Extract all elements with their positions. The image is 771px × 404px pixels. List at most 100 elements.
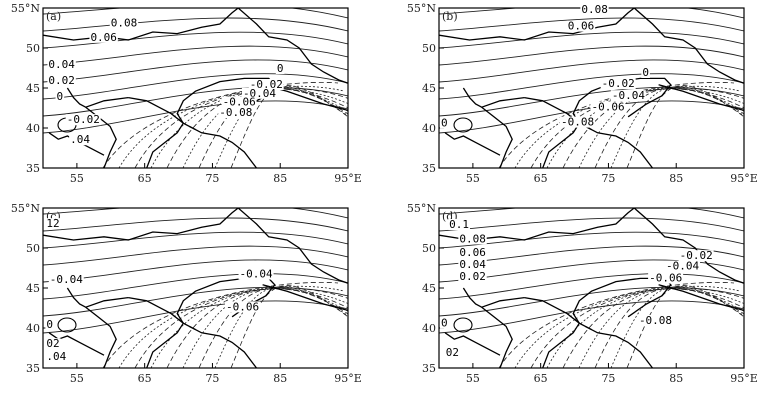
contour-line-negative [102, 282, 339, 368]
country-border [48, 332, 105, 356]
country-border [481, 306, 513, 368]
contour-label-bg [275, 63, 285, 74]
contour-label: 0.06 [90, 31, 117, 44]
x-tick-label: 85 [669, 372, 683, 385]
contour-label: 0.06 [459, 246, 486, 259]
y-tick-label: 35 [26, 162, 40, 175]
x-tick-label: 75 [205, 172, 219, 185]
x-tick-label: 75 [205, 372, 219, 385]
contour-label-bg [610, 90, 646, 102]
contour-label-bg [458, 259, 487, 270]
contour-label: -0.02 [250, 78, 283, 91]
contour-label-bg [637, 315, 673, 326]
panel-4: 55 65 75 85 95°E55°N50454035(d)0.10.080.060.… [407, 202, 758, 385]
y-tick-label: 40 [422, 322, 436, 335]
country-border [176, 277, 276, 331]
contour-line-negative [578, 88, 744, 168]
contour-line-negative [182, 288, 348, 368]
contour-layer [43, 208, 348, 368]
contour-label-bg [648, 272, 684, 284]
x-tick-label: 85 [669, 172, 683, 185]
y-tick-label: 50 [26, 242, 40, 255]
country-border [585, 125, 654, 168]
contour-line-positive [43, 59, 348, 83]
contour-line-negative [530, 287, 744, 368]
country-border [128, 296, 185, 368]
contour-line-negative [150, 88, 348, 168]
y-tick-label: 50 [422, 42, 436, 55]
contour-label-bg [225, 301, 260, 313]
contour-label: 0 [57, 90, 64, 103]
contour-label-bg [440, 317, 449, 329]
contour-line-negative [562, 288, 744, 368]
contour-line-positive [43, 286, 348, 317]
contour-label: 0.1 [449, 218, 469, 231]
contour-line-positive [43, 217, 348, 232]
contour-label-bg [55, 91, 65, 102]
y-tick-label: 50 [422, 242, 436, 255]
contour-label-bg [458, 271, 487, 282]
contour-label-bg [641, 67, 650, 78]
contour-label-bg [241, 87, 277, 99]
contour-label: -0.04 [243, 87, 276, 100]
contour-line-positive [439, 73, 744, 100]
contour-label: 0.08 [581, 3, 608, 16]
y-tick-label: 55°N [11, 202, 40, 215]
contour-line-negative [134, 87, 348, 168]
x-tick-label: 95°E [334, 172, 362, 185]
y-tick-label: 35 [422, 162, 436, 175]
country-border [237, 208, 348, 284]
contour-label: 0 [277, 62, 284, 75]
contour-line-negative [578, 288, 744, 368]
contour-line-negative [498, 82, 735, 168]
country-border [189, 325, 258, 368]
lake-outline [57, 317, 77, 333]
country-border [444, 132, 501, 156]
country-border [585, 325, 654, 368]
contour-label-bg [665, 260, 701, 272]
contour-label: -0.04 [612, 89, 645, 102]
contour-label-bg [238, 268, 274, 280]
y-tick-label: 45 [26, 82, 40, 95]
contour-label-bg [45, 218, 61, 230]
country-border [444, 332, 501, 356]
contour-label: -0.02 [680, 249, 713, 262]
country-border [481, 106, 513, 168]
contour-label-bg [440, 117, 449, 129]
country-border [43, 8, 239, 41]
contour-line-positive [439, 286, 744, 317]
contour-line-negative [166, 288, 348, 368]
x-tick-label: 75 [601, 172, 615, 185]
country-border [43, 208, 239, 241]
contour-label-bg [47, 59, 76, 70]
x-tick-label: 55 [466, 372, 480, 385]
contour-label-bg [45, 351, 68, 362]
contour-label: 0.08 [111, 16, 137, 29]
country-border [572, 277, 672, 331]
contour-line-positive [439, 273, 744, 300]
contour-label-bg [48, 274, 84, 286]
contour-line-negative [230, 285, 348, 368]
contour-label-bg [65, 114, 101, 126]
contour-label: 0.08 [459, 232, 486, 245]
contour-line-negative [498, 282, 735, 368]
contour-line-negative [514, 285, 741, 368]
contour-line-negative [626, 85, 744, 168]
country-border [633, 208, 744, 284]
y-tick-label: 55°N [11, 2, 40, 15]
contour-line-positive [43, 17, 348, 32]
contour-label-bg [221, 96, 257, 108]
x-tick-label: 95°E [334, 372, 362, 385]
contour-line-positive [439, 59, 744, 83]
contour-line-positive [43, 73, 348, 100]
contour-label-bg [89, 31, 118, 43]
contour-label: 0.06 [568, 20, 595, 33]
contour-line-positive [43, 8, 348, 19]
lake-outline [453, 317, 473, 333]
contour-label: 0.02 [48, 74, 75, 87]
contour-label-bg [444, 347, 460, 358]
country-border [462, 87, 525, 108]
country-border [66, 87, 129, 108]
contour-label-bg [448, 219, 470, 230]
x-tick-label: 55 [70, 172, 84, 185]
